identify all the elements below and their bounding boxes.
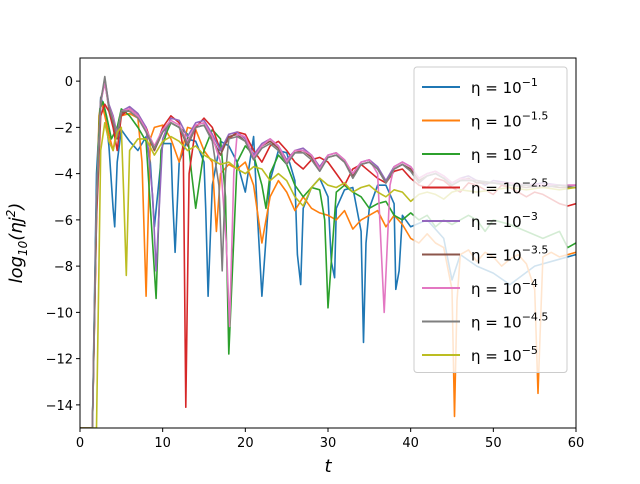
legend-label: η = 10−1.5 bbox=[471, 110, 548, 131]
x-axis-label: t bbox=[324, 456, 332, 477]
y-tick-label: 0 bbox=[65, 75, 73, 90]
legend-label: η = 10−5 bbox=[471, 344, 538, 365]
x-tick-label: 30 bbox=[320, 436, 337, 451]
y-tick-label: −14 bbox=[46, 399, 73, 414]
legend-label: η = 10−2.5 bbox=[471, 177, 548, 198]
legend-label: η = 10−4 bbox=[471, 277, 538, 298]
legend-label: η = 10−1 bbox=[471, 76, 538, 97]
y-tick-label: −12 bbox=[46, 353, 73, 368]
legend-label: η = 10−3.5 bbox=[471, 244, 548, 265]
legend-label: η = 10−2 bbox=[471, 143, 538, 164]
x-tick-label: 10 bbox=[154, 436, 171, 451]
y-axis-label: log10(ηj2) bbox=[4, 203, 30, 284]
x-tick-label: 50 bbox=[485, 436, 502, 451]
legend-label: η = 10−3 bbox=[471, 210, 538, 231]
x-tick-label: 0 bbox=[76, 436, 84, 451]
x-tick-label: 60 bbox=[568, 436, 585, 451]
legend-label: η = 10−4.5 bbox=[471, 311, 548, 332]
legend-box bbox=[413, 66, 568, 373]
x-axis-ticks: 0 10 20 30 40 50 60 bbox=[76, 428, 584, 451]
x-tick-label: 20 bbox=[237, 436, 254, 451]
legend: η = 10−1 η = 10−1.5 η = 10−2 η = 10−2.5 η = … bbox=[413, 66, 568, 373]
y-axis-ticks: 0 −2 −4 −6 −8 −10 −12 −14 bbox=[46, 75, 80, 414]
y-tick-label: −6 bbox=[54, 214, 73, 229]
y-tick-label: −2 bbox=[54, 121, 73, 136]
x-tick-label: 40 bbox=[402, 436, 419, 451]
y-tick-label: −4 bbox=[54, 168, 73, 183]
y-tick-label: −10 bbox=[46, 306, 73, 321]
y-tick-label: −8 bbox=[54, 260, 73, 275]
